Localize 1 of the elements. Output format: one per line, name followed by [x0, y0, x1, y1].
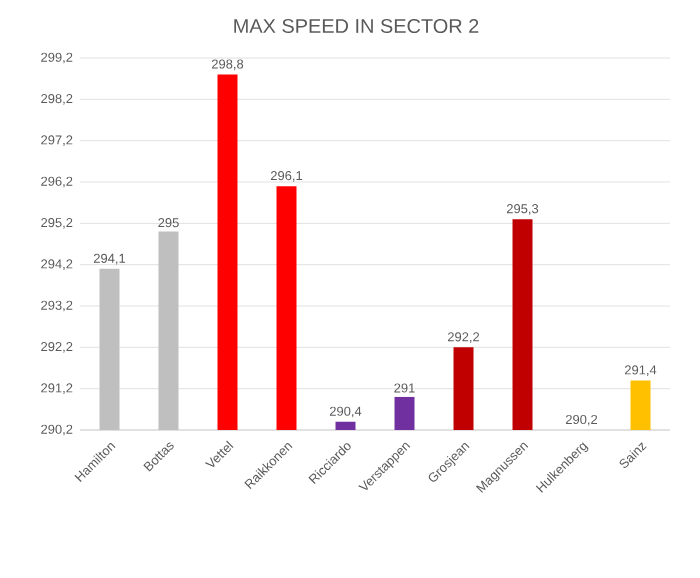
chart-title: MAX SPEED IN SECTOR 2 [234, 18, 479, 34]
